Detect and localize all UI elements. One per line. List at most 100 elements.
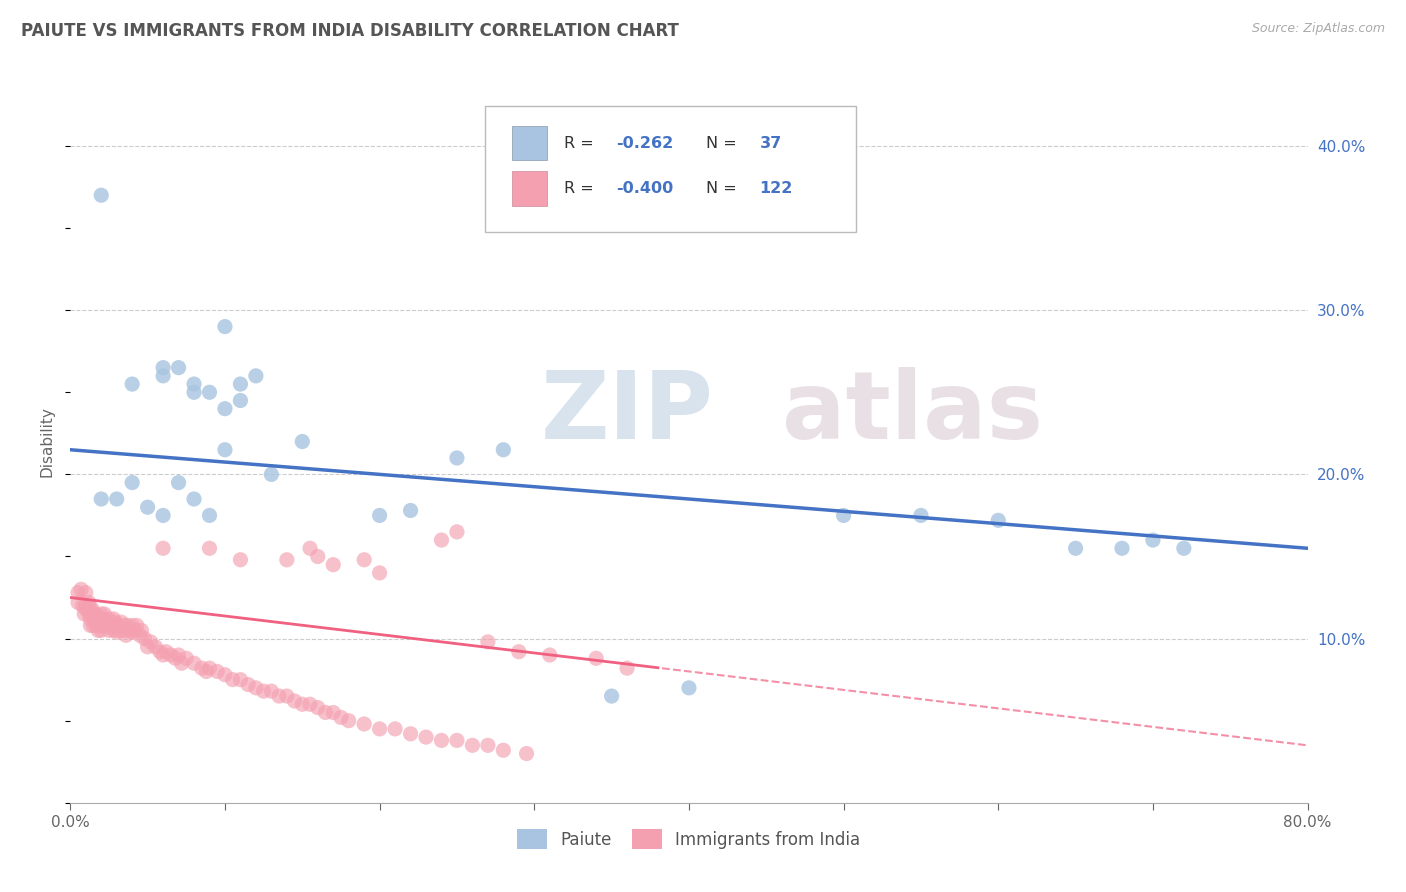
Point bbox=[160, 648, 183, 662]
Point bbox=[238, 677, 260, 691]
Point bbox=[174, 651, 197, 665]
Point bbox=[90, 491, 112, 506]
Point bbox=[269, 689, 291, 703]
Point bbox=[492, 442, 515, 457]
Point bbox=[183, 385, 205, 400]
Point bbox=[152, 541, 174, 556]
Point bbox=[94, 615, 117, 630]
Point bbox=[987, 513, 1010, 527]
Point bbox=[152, 508, 174, 523]
Point bbox=[284, 694, 307, 708]
Point bbox=[86, 618, 108, 632]
Point bbox=[214, 401, 236, 416]
Point bbox=[134, 632, 156, 646]
Point bbox=[446, 450, 468, 465]
Point bbox=[79, 602, 101, 616]
Point bbox=[299, 541, 322, 556]
Text: N =: N = bbox=[706, 181, 742, 196]
Point bbox=[276, 553, 298, 567]
Point bbox=[616, 661, 638, 675]
Point bbox=[100, 615, 122, 630]
Point bbox=[229, 377, 252, 392]
Point bbox=[207, 665, 229, 679]
Point bbox=[136, 500, 159, 515]
Point bbox=[167, 475, 190, 490]
Point bbox=[149, 645, 172, 659]
Point bbox=[198, 541, 221, 556]
Point bbox=[82, 612, 105, 626]
Point bbox=[152, 648, 174, 662]
Point bbox=[183, 377, 205, 392]
Point bbox=[87, 615, 110, 630]
Point bbox=[214, 319, 236, 334]
Point bbox=[368, 508, 391, 523]
Point bbox=[477, 739, 499, 753]
Point bbox=[337, 714, 360, 728]
Point bbox=[82, 607, 105, 621]
Point bbox=[105, 618, 128, 632]
Point bbox=[167, 360, 190, 375]
Point bbox=[832, 508, 855, 523]
Point bbox=[446, 733, 468, 747]
Point bbox=[139, 635, 162, 649]
Point bbox=[315, 706, 337, 720]
Point bbox=[253, 684, 276, 698]
Text: Source: ZipAtlas.com: Source: ZipAtlas.com bbox=[1251, 22, 1385, 36]
Point bbox=[70, 582, 93, 597]
Point bbox=[600, 689, 623, 703]
Point bbox=[101, 618, 124, 632]
Point bbox=[103, 624, 125, 638]
Point bbox=[75, 585, 97, 599]
Point bbox=[72, 599, 94, 613]
Point bbox=[585, 651, 607, 665]
Point bbox=[198, 385, 221, 400]
Point bbox=[84, 607, 107, 621]
Point bbox=[183, 657, 205, 671]
Point bbox=[90, 607, 112, 621]
Point bbox=[260, 467, 283, 482]
Point bbox=[245, 368, 267, 383]
Point bbox=[229, 673, 252, 687]
Point bbox=[183, 491, 205, 506]
Point bbox=[299, 698, 322, 712]
Point bbox=[79, 612, 101, 626]
Point bbox=[1142, 533, 1164, 547]
Point bbox=[145, 640, 166, 654]
Point bbox=[118, 624, 141, 638]
Point bbox=[461, 739, 484, 753]
Legend: Paiute, Immigrants from India: Paiute, Immigrants from India bbox=[510, 822, 868, 856]
Point bbox=[104, 615, 127, 630]
Point bbox=[678, 681, 700, 695]
Point bbox=[90, 188, 112, 202]
Point bbox=[291, 698, 314, 712]
Point bbox=[1064, 541, 1087, 556]
Point bbox=[129, 628, 152, 642]
FancyBboxPatch shape bbox=[512, 126, 547, 161]
Point bbox=[1173, 541, 1195, 556]
Point bbox=[87, 624, 110, 638]
Text: R =: R = bbox=[564, 136, 599, 151]
Point bbox=[86, 612, 108, 626]
Point bbox=[82, 618, 105, 632]
Text: R =: R = bbox=[564, 181, 599, 196]
Point bbox=[1111, 541, 1133, 556]
Point bbox=[910, 508, 932, 523]
Point bbox=[229, 553, 252, 567]
Point bbox=[89, 618, 111, 632]
Point bbox=[322, 558, 344, 572]
Point bbox=[103, 612, 125, 626]
Point bbox=[79, 618, 101, 632]
Point bbox=[90, 615, 112, 630]
Point bbox=[108, 624, 131, 638]
Text: 37: 37 bbox=[759, 136, 782, 151]
Point bbox=[170, 657, 193, 671]
Point bbox=[115, 628, 138, 642]
Point bbox=[152, 368, 174, 383]
Point bbox=[430, 533, 453, 547]
Point bbox=[260, 684, 283, 698]
Point bbox=[291, 434, 314, 449]
Text: -0.400: -0.400 bbox=[616, 181, 673, 196]
Point bbox=[73, 607, 96, 621]
Point bbox=[214, 667, 236, 681]
Point bbox=[508, 645, 530, 659]
